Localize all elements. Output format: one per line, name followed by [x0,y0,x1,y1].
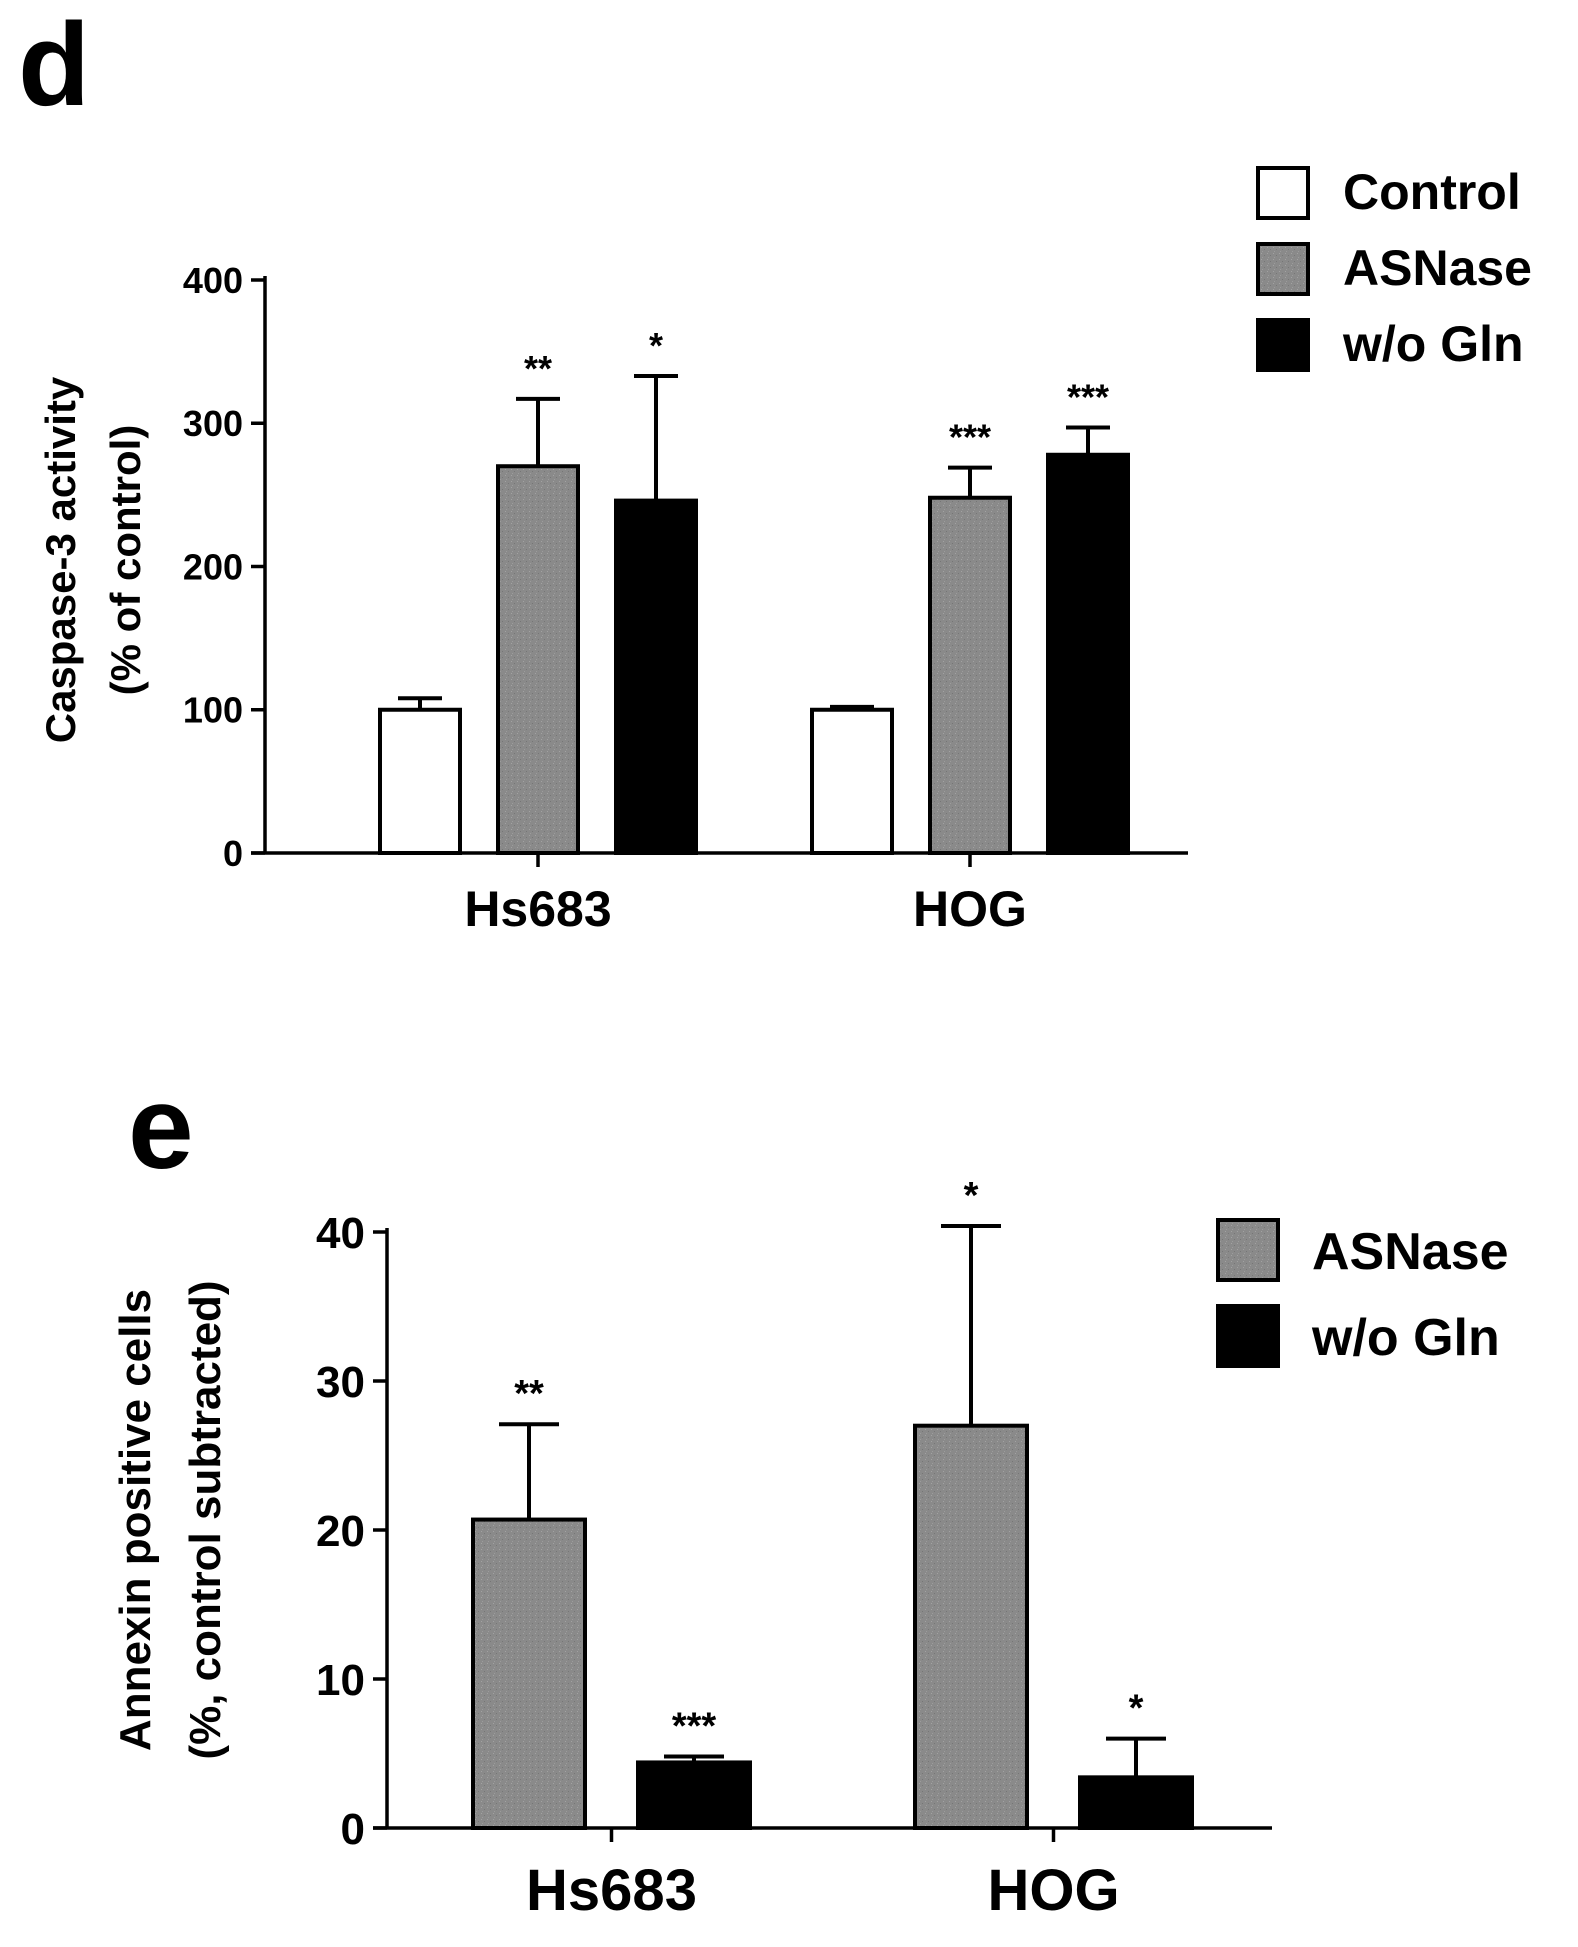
legend-label: w/o Gln [1342,316,1524,372]
legend-swatch-control [1256,166,1310,220]
bar-wo_gln [1046,452,1130,855]
y-axis-title-line1: Caspase-3 activity [37,376,84,743]
y-tick-label: 20 [316,1507,365,1556]
y-tick-label: 400 [183,260,243,301]
bar-control [810,707,894,855]
panel-label: e [128,1062,194,1194]
legend-swatch-asnase [1216,1218,1280,1282]
significance-label: * [1129,1688,1144,1730]
significance-label: ** [524,348,552,389]
bar-asnase [913,1423,1029,1830]
x-category-label: HOG [987,1858,1119,1923]
panel-e-chart: e 0 10 20 30 40 Annexin positive cells (%, cont… [111,1062,1509,1923]
legend-swatch-asnase [1256,242,1310,296]
x-category-label: Hs683 [526,1858,697,1923]
bar-control [378,707,462,855]
legend-label: Control [1343,164,1521,220]
y-axis-title-line1: Annexin positive cells [111,1289,160,1751]
legend-swatch-wo_gln [1256,318,1310,372]
y-tick-label: 0 [341,1805,365,1854]
bar-wo_gln [614,498,698,855]
legend-label: ASNase [1343,240,1532,296]
panel-label: d [18,0,90,131]
legend-label: ASNase [1312,1223,1509,1281]
legend-label: w/o Gln [1311,1309,1500,1367]
y-axis-title-line2: (% of control) [102,425,149,696]
significance-label: ** [514,1373,544,1415]
y-tick-label: 300 [183,403,243,444]
significance-label: *** [949,417,991,458]
significance-label: * [964,1175,979,1217]
bar-wo_gln [636,1760,752,1830]
y-tick-label: 200 [183,546,243,587]
x-category-label: Hs683 [464,881,611,937]
y-axis-title-line2: (%, control subtracted) [181,1280,230,1759]
bar-asnase [928,495,1012,855]
bar-asnase [471,1517,587,1830]
bar-asnase [496,464,580,855]
legend-swatch-wo_gln [1216,1304,1280,1368]
y-tick-label: 100 [183,690,243,731]
significance-label: *** [1067,377,1109,418]
significance-label: * [649,325,663,366]
panel-d-chart: d 0 100 200 300 400 Caspase-3 activity (% of co… [18,0,1532,937]
bar-wo_gln [1078,1775,1194,1830]
y-tick-label: 10 [316,1656,365,1705]
y-tick-label: 40 [316,1209,365,1258]
x-category-label: HOG [913,881,1027,937]
significance-label: *** [672,1705,717,1747]
y-tick-label: 30 [316,1358,365,1407]
y-tick-label: 0 [223,833,243,874]
